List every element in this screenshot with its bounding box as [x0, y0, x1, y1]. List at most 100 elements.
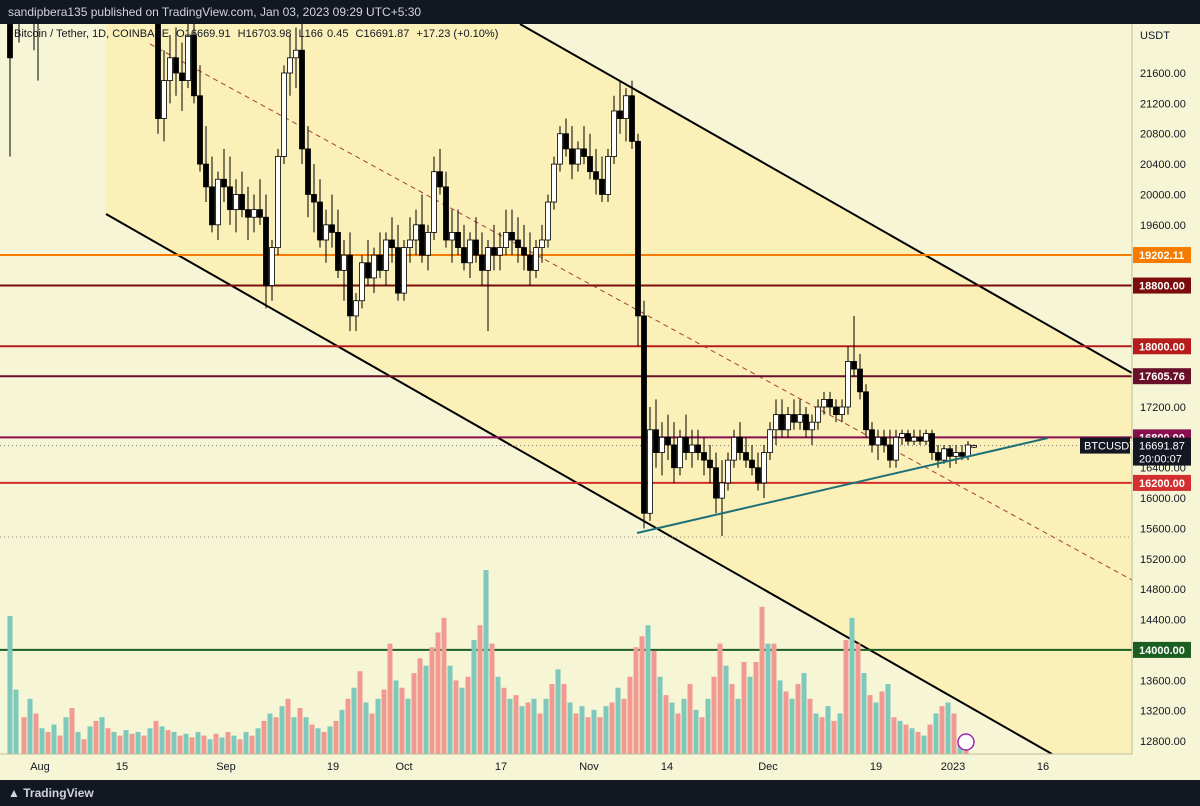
- level-price-label: 18000.00: [1139, 341, 1185, 353]
- legend-change: +17.23 (+0.10%): [416, 28, 499, 40]
- candle-body: [209, 186, 215, 226]
- candle-body: [941, 448, 947, 461]
- volume-bar: [225, 731, 231, 754]
- volume-bar: [135, 731, 141, 754]
- level-price-tag: [1133, 474, 1191, 491]
- currency-label: USDT: [1140, 30, 1170, 42]
- candle-body: [617, 110, 623, 119]
- candle-body: [803, 414, 809, 431]
- level-price-tag: [1133, 368, 1191, 385]
- candle-body: [563, 133, 569, 150]
- level-price-label: 19202.11: [1139, 250, 1184, 262]
- volume-bar: [939, 706, 945, 754]
- volume-bar: [825, 706, 831, 754]
- symbol-tag: [1080, 437, 1130, 454]
- volume-bar: [519, 706, 525, 754]
- volume-bar: [363, 702, 369, 754]
- volume-bar: [549, 684, 555, 754]
- candle-body: [677, 436, 683, 469]
- volume-bar: [699, 717, 705, 754]
- candle-body: [611, 110, 617, 157]
- candle-body: [479, 254, 485, 271]
- volume-bar: [447, 665, 453, 754]
- price-tick-label: 19600.00: [1140, 220, 1186, 232]
- volume-bar: [291, 717, 297, 754]
- volume-bar: [183, 733, 189, 754]
- volume-bar: [741, 662, 747, 754]
- candle-body: [455, 232, 461, 248]
- candle-body: [965, 444, 971, 457]
- volume-bar: [13, 689, 19, 754]
- tradingview-logo[interactable]: ▲ TradingView: [8, 780, 94, 806]
- candle-body: [509, 232, 515, 241]
- chart-area[interactable]: 21600.00 21200.00 20800.00 20400.00 20000.00…: [0, 24, 1200, 780]
- price-tick-label: 14400.00: [1140, 615, 1186, 627]
- volume-bar: [141, 735, 147, 754]
- candle-body: [593, 171, 599, 180]
- candle-body: [491, 247, 497, 256]
- candle-body: [311, 194, 317, 203]
- volume-bar: [771, 643, 777, 754]
- volume-bar: [945, 702, 951, 754]
- candle-body: [635, 140, 641, 317]
- symbol-legend: Bitcoin / Tether, 1D, COINBASE O16669.91…: [14, 28, 502, 40]
- candle-body: [161, 80, 167, 119]
- candle-body: [281, 72, 287, 157]
- price-tick-label: 17200.00: [1140, 402, 1186, 414]
- candle-body: [395, 247, 401, 294]
- candle-body: [755, 467, 761, 484]
- time-axis: [0, 754, 1200, 780]
- candle-body: [599, 178, 605, 195]
- candle-body: [371, 254, 377, 279]
- current-price-tag: [1133, 437, 1191, 466]
- price-tick-label: 16000.00: [1140, 493, 1186, 505]
- level-price-tag: [1133, 338, 1191, 355]
- candle-body: [443, 186, 449, 241]
- volume-bar: [93, 720, 99, 754]
- volume-bar: [759, 606, 765, 754]
- candle-body: [539, 239, 545, 248]
- volume-bar: [171, 731, 177, 754]
- candle-body: [401, 247, 407, 294]
- volume-bar: [315, 728, 321, 754]
- volume-bar: [687, 684, 693, 754]
- candle-body: [239, 194, 245, 211]
- candle-body: [905, 433, 911, 442]
- support-trendline: [636, 437, 1049, 534]
- volume-bar: [249, 735, 255, 754]
- volume-bar: [321, 731, 327, 754]
- candle-body: [659, 436, 665, 453]
- candle-body: [695, 444, 701, 453]
- volume-bar: [279, 706, 285, 754]
- volume-bar: [303, 717, 309, 754]
- candlestick-chart[interactable]: 21600.00 21200.00 20800.00 20400.00 20000.00…: [0, 24, 1200, 780]
- volume-bar: [837, 713, 843, 754]
- volume-bar: [891, 717, 897, 754]
- current-price-label: 16691.87: [1139, 441, 1185, 453]
- candle-body: [233, 194, 239, 211]
- candle-body: [203, 163, 209, 188]
- time-tick-label: Nov: [579, 761, 599, 773]
- legend-low-tail: 0.45: [327, 28, 349, 40]
- candle-body: [323, 224, 329, 241]
- candle-body: [827, 399, 833, 408]
- volume-bar: [783, 691, 789, 754]
- candle-body: [167, 57, 173, 81]
- volume-bar: [765, 643, 771, 754]
- candle-body: [155, 24, 161, 119]
- volume-bar: [729, 684, 735, 754]
- candle-body: [461, 247, 467, 264]
- candle-body: [707, 459, 713, 469]
- candle-body: [833, 406, 839, 415]
- candle-body: [761, 452, 767, 484]
- volume-bar: [717, 643, 723, 754]
- candle-body: [293, 49, 299, 59]
- channel-upper-line: [519, 24, 1133, 374]
- time-tick-label: Aug: [30, 761, 50, 773]
- volume-bar: [951, 713, 957, 754]
- candle-body: [527, 254, 533, 271]
- candle-body: [725, 459, 731, 484]
- volume-bar: [681, 698, 687, 754]
- candle-body: [383, 239, 389, 271]
- channel-lower-line: [105, 213, 1053, 755]
